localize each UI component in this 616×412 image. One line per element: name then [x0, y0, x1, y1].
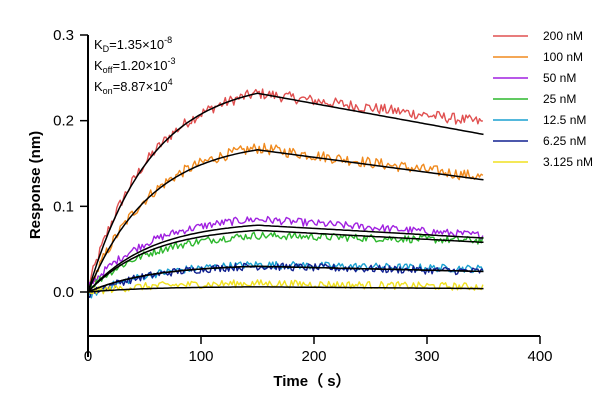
x-tick-label: 400	[527, 348, 552, 365]
fit-curve-3.125-nM	[87, 286, 484, 293]
series-trace-200-nM	[87, 88, 483, 287]
x-tick-label: 300	[414, 348, 439, 365]
legend-label: 3.125 nM	[543, 155, 593, 169]
x-tick-label: 0	[84, 348, 92, 365]
legend-label: 200 nM	[543, 29, 583, 43]
kd-annotation: KD=1.35×10-8	[94, 35, 172, 54]
legend-label: 6.25 nM	[543, 134, 586, 148]
legend-label: 25 nM	[543, 92, 576, 106]
fit-curve-100-nM	[87, 149, 484, 293]
y-axis-title: Response (nm)	[27, 131, 44, 239]
x-axis-title: Time（ s）	[273, 372, 350, 390]
legend-label: 50 nM	[543, 71, 576, 85]
annotation-block: KD=1.35×10-8 Koff=1.20×10-3 Kon=8.87×104	[94, 35, 175, 96]
y-tick-label: 0.3	[53, 27, 74, 44]
x-tick-label: 100	[188, 348, 213, 365]
fit-curve-50-nM	[87, 224, 484, 293]
series-trace-50-nM	[87, 215, 484, 287]
series-trace-6.25-nM	[87, 262, 484, 298]
y-tick-label: 0.2	[53, 113, 74, 130]
legend-label: 100 nM	[543, 50, 583, 64]
fit-curve-25-nM	[87, 229, 484, 293]
koff-annotation: Koff=1.20×10-3	[94, 56, 175, 75]
ticks-layer: 0 100 200 300 400 0.0 0.1 0.2 0.3	[53, 27, 552, 365]
y-tick-label: 0.1	[53, 198, 74, 215]
fit-curve-6.25-nM	[87, 265, 484, 293]
legend-label: 12.5 nM	[543, 113, 586, 127]
fit-layer	[87, 92, 484, 293]
kon-annotation: Kon=8.87×104	[94, 77, 173, 96]
y-tick-label: 0.0	[53, 284, 74, 301]
legend: 200 nM 100 nM 50 nM 25 nM 12.5 nM 6.25 nM 3.12…	[493, 29, 593, 169]
x-tick-label: 200	[301, 348, 326, 365]
fit-curve-200-nM	[87, 92, 484, 293]
